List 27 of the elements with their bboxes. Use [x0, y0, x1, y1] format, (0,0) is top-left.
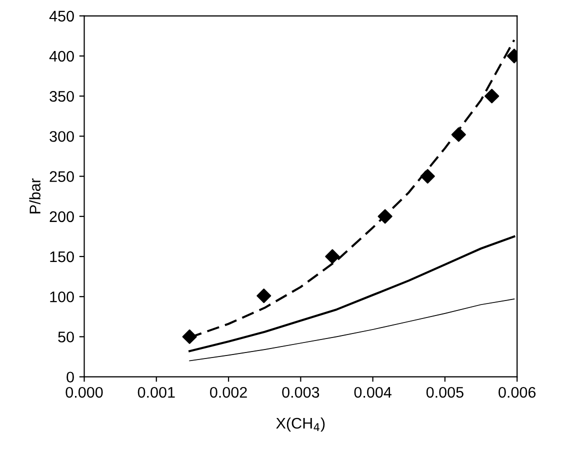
y-tick-label: 400: [49, 50, 74, 62]
y-tick-label: 450: [49, 10, 74, 22]
y-tick-label: 0: [66, 372, 74, 383]
line-series: [189, 298, 515, 362]
point: [378, 209, 392, 224]
x-tick-label: 0.004: [354, 386, 392, 398]
x-axis-title: X(CH$_{4}$): [276, 417, 325, 432]
y-tick-label: 300: [50, 131, 74, 142]
point: [484, 88, 500, 104]
x-tick-label: 0.003: [282, 386, 320, 398]
x-tick-label: 0.002: [210, 386, 247, 398]
y-tick-label: 50: [58, 332, 74, 342]
point: [451, 127, 466, 142]
y-tick-label: 250: [50, 171, 74, 182]
point: [420, 169, 435, 184]
x-tick-label: 0.001: [138, 386, 175, 398]
y-tick-label: 150: [50, 251, 74, 262]
x-tick-label: 0.005: [426, 386, 464, 398]
point: [182, 329, 197, 344]
point: [325, 249, 340, 264]
x-tick-label: 0.000: [66, 386, 103, 398]
y-tick-label: 200: [50, 211, 74, 222]
x-tick-label: 0.006: [498, 386, 536, 398]
y-tick-label: 100: [50, 291, 74, 302]
y-axis-title: P/bar: [29, 178, 40, 214]
point: [256, 288, 272, 304]
y-tick-label: 350: [50, 90, 74, 102]
